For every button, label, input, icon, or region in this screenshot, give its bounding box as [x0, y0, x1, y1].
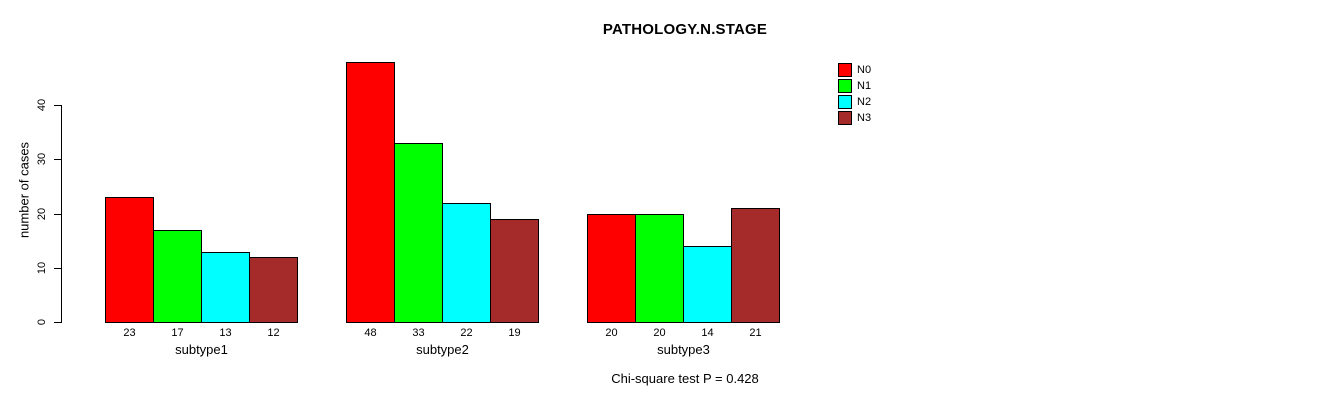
y-tick	[54, 105, 61, 107]
legend-label: N3	[857, 112, 872, 124]
bar-value-label: 48	[364, 327, 377, 339]
y-tick	[54, 213, 61, 215]
legend-label: N1	[857, 80, 872, 92]
bar	[731, 208, 780, 323]
bar	[490, 219, 539, 323]
legend-swatch	[838, 111, 852, 125]
bar-value-label: 17	[171, 327, 184, 339]
bar-value-label: 20	[605, 327, 618, 339]
bar-value-label: 19	[508, 327, 521, 339]
y-axis-label: number of cases	[16, 141, 32, 239]
y-axis-line	[61, 105, 62, 323]
bar	[442, 203, 491, 323]
bar-value-label: 20	[653, 327, 666, 339]
legend-swatch	[838, 63, 852, 77]
y-tick	[54, 267, 61, 269]
chart-title: PATHOLOGY.N.STAGE	[602, 21, 768, 38]
category-label: subtype2	[416, 342, 469, 357]
bar	[394, 143, 443, 323]
bar-value-label: 22	[460, 327, 473, 339]
bar-value-label: 13	[219, 327, 232, 339]
bar-value-label: 12	[267, 327, 280, 339]
legend-item: N1	[838, 79, 871, 93]
bar-value-label: 14	[701, 327, 714, 339]
y-tick-label: 10	[36, 261, 48, 274]
bar-value-label: 33	[412, 327, 425, 339]
bar	[201, 252, 250, 323]
bar	[683, 246, 732, 323]
bar	[346, 62, 395, 323]
bar	[587, 214, 636, 323]
y-tick-label: 20	[36, 207, 48, 220]
legend-swatch	[838, 95, 852, 109]
y-tick	[54, 322, 61, 323]
bar	[153, 230, 202, 323]
legend-label: N2	[857, 96, 872, 108]
bar	[105, 197, 154, 323]
legend-item: N2	[838, 95, 871, 109]
y-tick	[54, 159, 61, 161]
bar-value-label: 21	[749, 327, 762, 339]
bar	[635, 214, 684, 323]
y-tick-label: 40	[36, 99, 48, 112]
bar	[249, 257, 298, 323]
y-tick-label: 30	[36, 153, 48, 166]
chi-square-annotation: Chi-square test P = 0.428	[611, 371, 759, 386]
category-label: subtype1	[175, 342, 228, 357]
category-label: subtype3	[657, 342, 710, 357]
legend-label: N0	[857, 64, 872, 76]
legend: N0 N1 N2 N3	[838, 63, 871, 125]
legend-item: N3	[838, 111, 871, 125]
legend-item: N0	[838, 63, 871, 77]
bar-value-label: 23	[123, 327, 136, 339]
y-tick-label: 0	[36, 318, 48, 326]
legend-swatch	[838, 79, 852, 93]
